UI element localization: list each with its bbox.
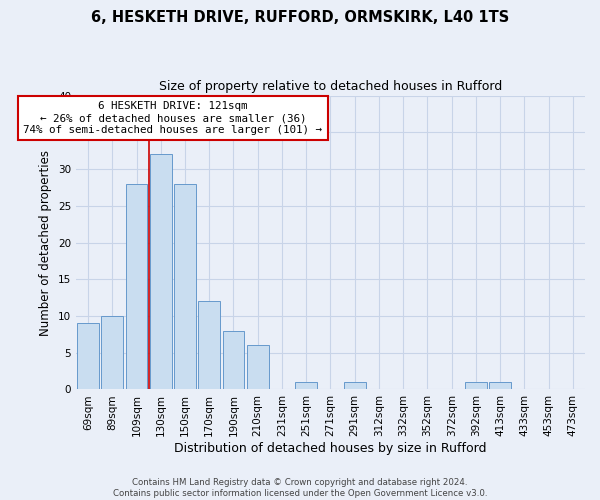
- Bar: [101, 316, 123, 390]
- Bar: [223, 330, 244, 390]
- Bar: [125, 184, 148, 390]
- Bar: [489, 382, 511, 390]
- Bar: [150, 154, 172, 390]
- X-axis label: Distribution of detached houses by size in Rufford: Distribution of detached houses by size …: [174, 442, 487, 455]
- Y-axis label: Number of detached properties: Number of detached properties: [39, 150, 52, 336]
- Bar: [77, 324, 99, 390]
- Bar: [174, 184, 196, 390]
- Bar: [247, 346, 269, 390]
- Bar: [344, 382, 365, 390]
- Bar: [199, 302, 220, 390]
- Text: 6, HESKETH DRIVE, RUFFORD, ORMSKIRK, L40 1TS: 6, HESKETH DRIVE, RUFFORD, ORMSKIRK, L40…: [91, 10, 509, 25]
- Bar: [465, 382, 487, 390]
- Text: Contains HM Land Registry data © Crown copyright and database right 2024.
Contai: Contains HM Land Registry data © Crown c…: [113, 478, 487, 498]
- Title: Size of property relative to detached houses in Rufford: Size of property relative to detached ho…: [159, 80, 502, 93]
- Text: 6 HESKETH DRIVE: 121sqm
← 26% of detached houses are smaller (36)
74% of semi-de: 6 HESKETH DRIVE: 121sqm ← 26% of detache…: [23, 102, 322, 134]
- Bar: [295, 382, 317, 390]
